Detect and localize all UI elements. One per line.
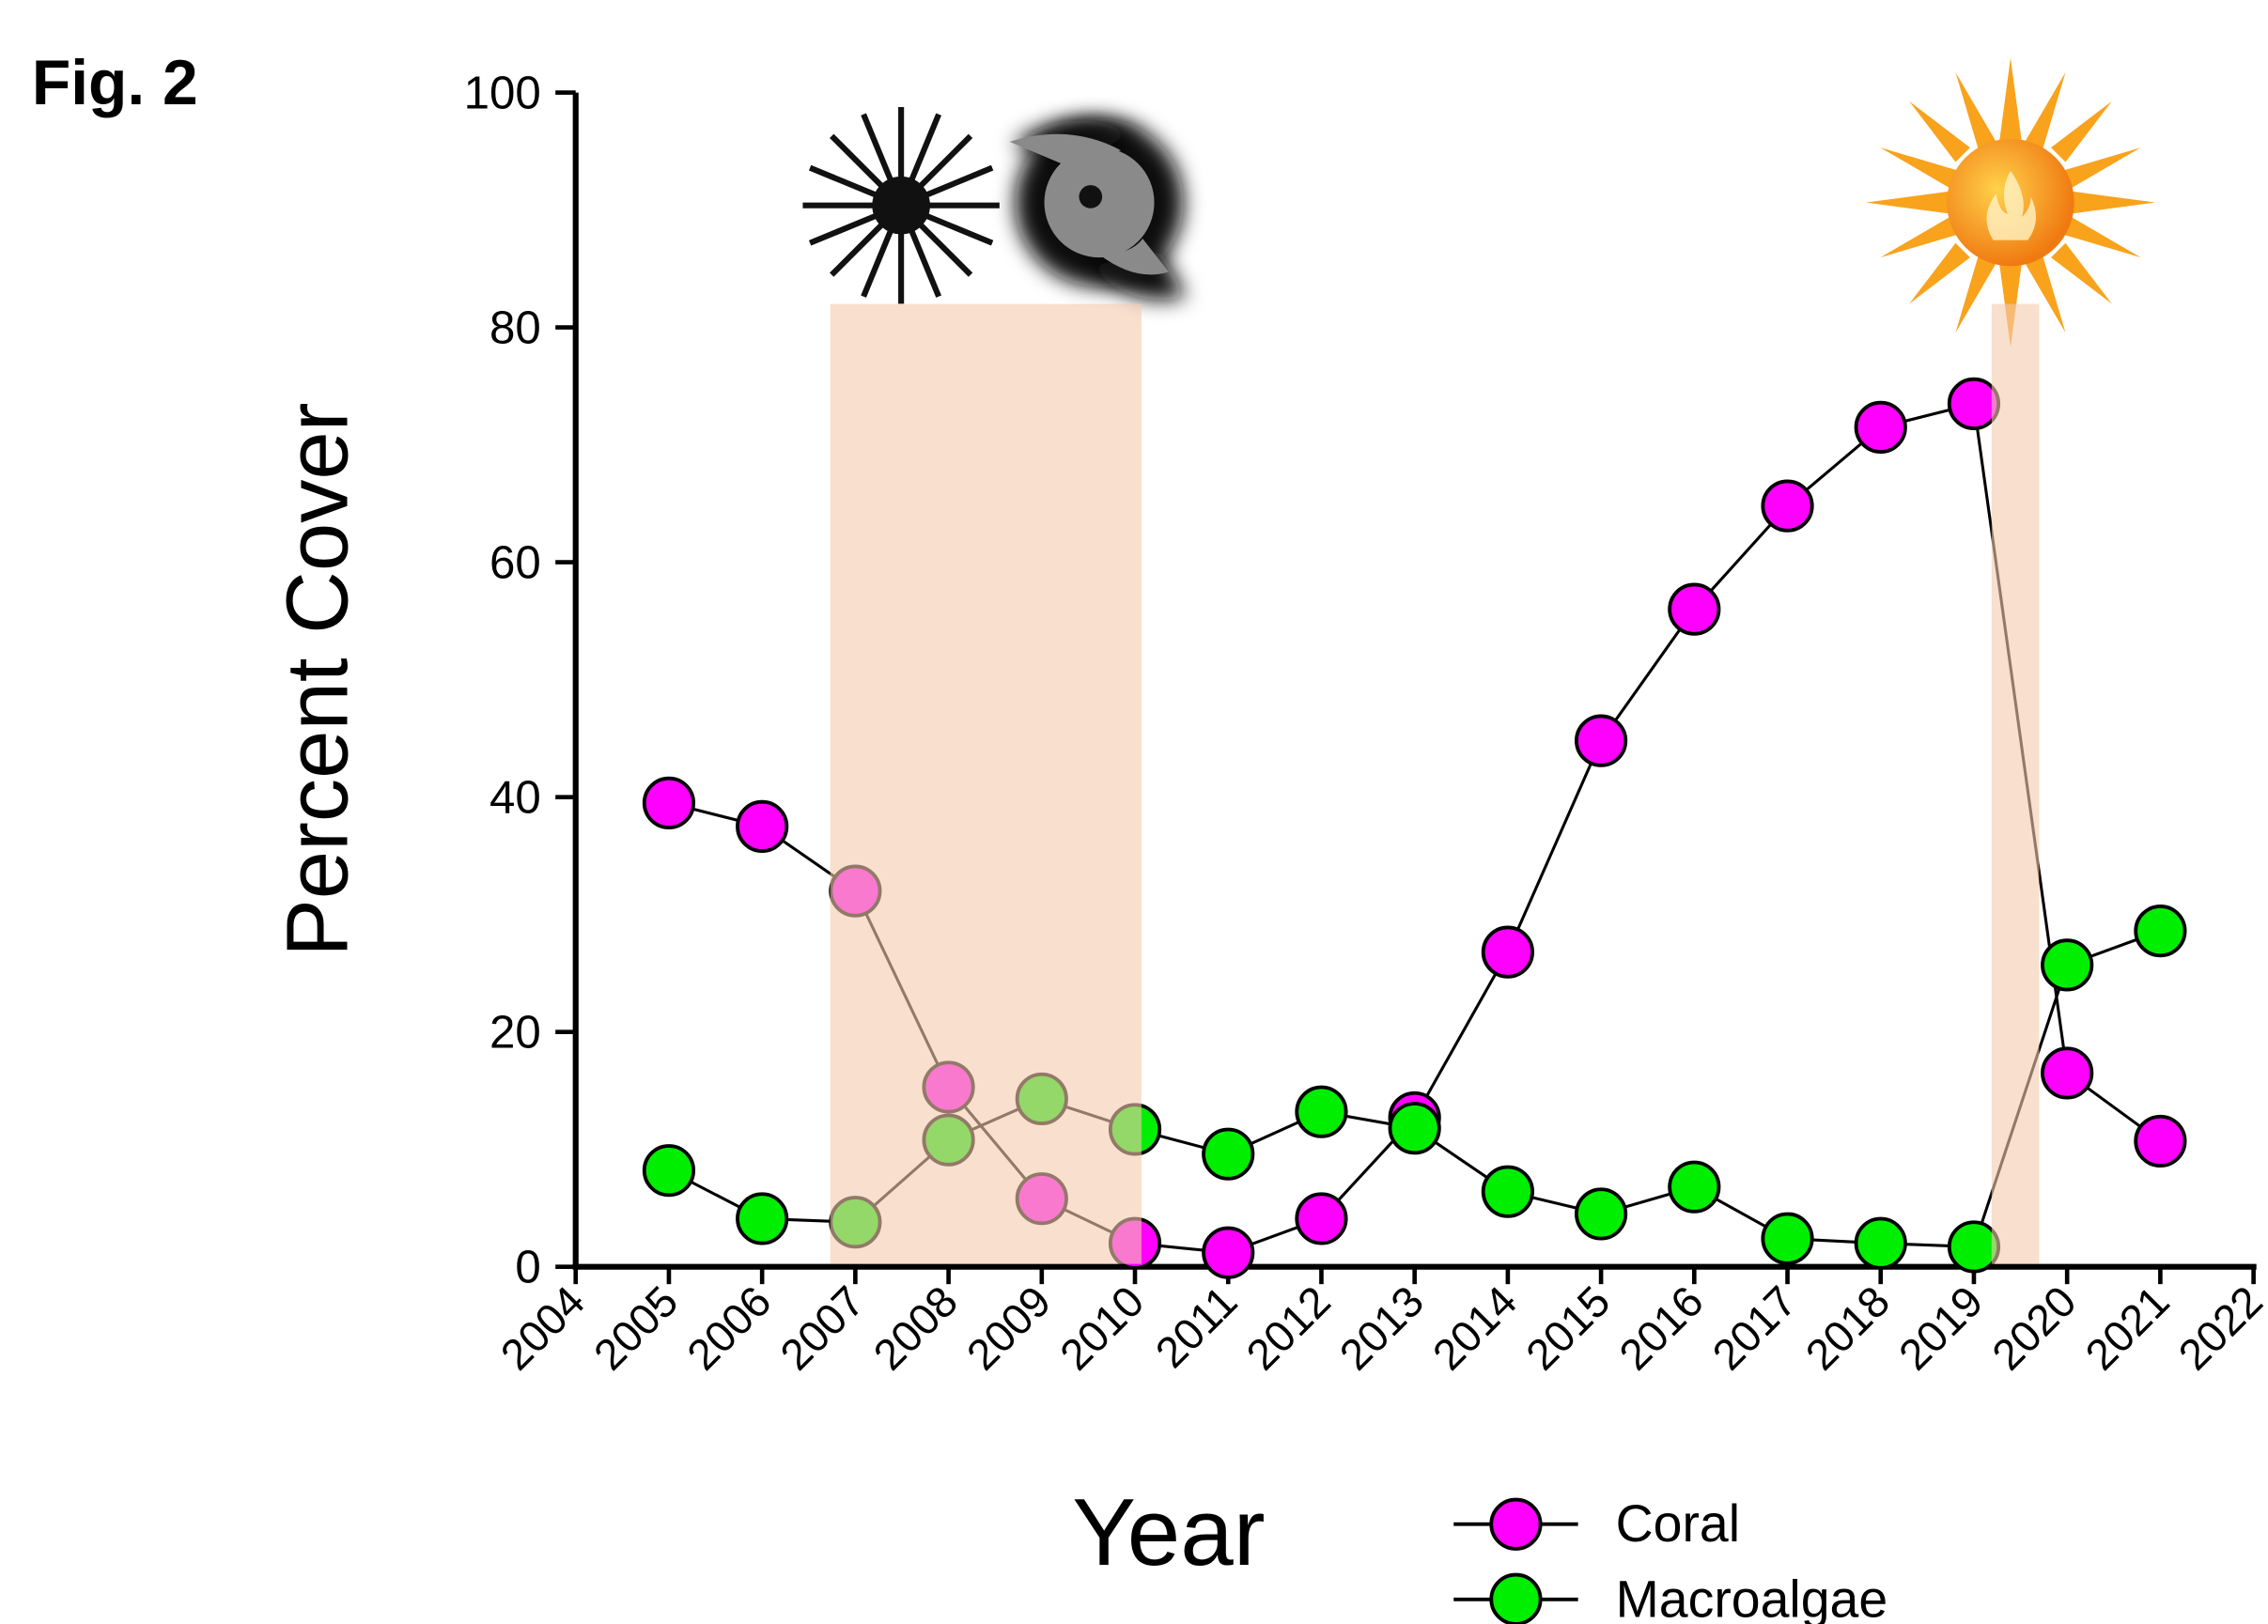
data-point: [738, 1194, 786, 1243]
x-tick-label: 2017: [1703, 1276, 1806, 1379]
data-point: [738, 802, 786, 851]
x-tick-label: 2005: [584, 1276, 687, 1379]
y-tick-label: 60: [489, 537, 541, 589]
legend-label: Coral: [1616, 1494, 1740, 1553]
data-point: [2043, 940, 2091, 989]
x-tick-label: 2021: [2075, 1276, 2178, 1379]
data-point: [2136, 906, 2184, 955]
data-point: [1297, 1087, 1345, 1136]
x-axis-label: Year: [1072, 1478, 1265, 1585]
y-tick-label: 0: [515, 1242, 540, 1293]
x-tick-label: 2011: [1146, 1276, 1247, 1377]
x-tick-label: 2018: [1796, 1276, 1899, 1379]
x-tick-label: 2022: [2169, 1276, 2268, 1379]
y-tick-label: 40: [489, 772, 541, 824]
data-point: [1484, 927, 1532, 976]
data-point: [1204, 1229, 1252, 1277]
data-point: [2043, 1048, 2091, 1097]
data-point: [1670, 584, 1718, 633]
x-tick-label: 2004: [491, 1276, 594, 1379]
legend-marker: [1491, 1575, 1540, 1624]
y-tick-label: 80: [489, 302, 541, 354]
urchin-icon: [802, 107, 999, 303]
data-point: [1670, 1163, 1718, 1212]
x-tick-label: 2013: [1330, 1276, 1433, 1379]
data-point: [1950, 379, 1998, 428]
event-period: [1992, 304, 2040, 1264]
sun-icon: [1866, 58, 2155, 348]
y-tick-label: 20: [489, 1007, 541, 1059]
data-point: [1577, 716, 1625, 765]
x-tick-label: 2014: [1423, 1276, 1526, 1379]
x-tick-label: 2012: [1236, 1276, 1339, 1379]
x-tick-label: 2009: [957, 1276, 1060, 1379]
data-point: [2136, 1117, 2184, 1166]
x-tick-label: 2019: [1889, 1276, 1992, 1379]
x-tick-label: 2015: [1516, 1276, 1619, 1379]
data-point: [1297, 1194, 1345, 1243]
data-point: [1856, 1219, 1905, 1268]
chart: Fig. 2 Percent Cover Year 0 20 40 60: [0, 0, 2268, 1624]
data-point: [1763, 1214, 1811, 1263]
page: {"figure_label": "Fig. 2", "chart_data":…: [0, 0, 2268, 1624]
x-tick-label: 2006: [677, 1276, 780, 1379]
data-point: [1763, 481, 1811, 530]
data-point: [1204, 1130, 1252, 1179]
data-point: [1950, 1222, 1998, 1271]
event-period: [831, 304, 1142, 1264]
data-point: [1856, 403, 1905, 452]
x-tick-label: 2010: [1050, 1276, 1153, 1379]
y-tick-label: 100: [464, 68, 541, 119]
data-point: [1484, 1168, 1532, 1216]
hurricane-icon: [1010, 118, 1187, 300]
legend-marker: [1491, 1500, 1540, 1549]
x-tick-label: 2020: [1982, 1276, 2085, 1379]
data-point: [645, 779, 693, 827]
x-tick-label: 2016: [1609, 1276, 1712, 1379]
y-axis-label: Percent Cover: [268, 402, 365, 956]
x-tick-label: 2007: [770, 1276, 873, 1379]
x-tick-label: 2008: [864, 1276, 967, 1379]
data-point: [1577, 1189, 1625, 1238]
data-point: [645, 1146, 693, 1195]
data-point: [1390, 1104, 1438, 1152]
figure-label: Fig. 2: [32, 48, 198, 118]
legend-label: Macroalgae: [1616, 1570, 1888, 1624]
